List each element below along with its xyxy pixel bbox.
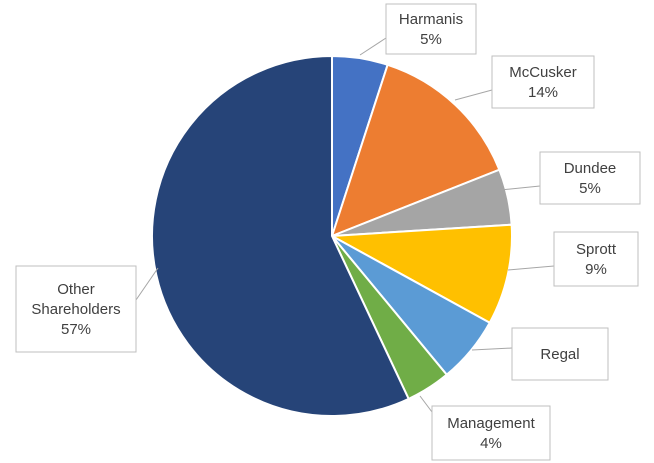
callout-box-regal bbox=[511, 327, 609, 381]
callout-harmanis: Harmanis 5% bbox=[359, 3, 477, 56]
category-label-dundee: Dundee bbox=[564, 160, 617, 177]
leader-line-regal bbox=[471, 347, 513, 351]
leader-line-sprott bbox=[507, 265, 555, 271]
pie-slice-other-shareholders bbox=[151, 54, 410, 417]
callout-box-harmanis bbox=[385, 3, 477, 55]
callout-box-dundee bbox=[539, 151, 641, 205]
leader-line-management bbox=[419, 395, 433, 413]
category-label-other-shareholders: Shareholders bbox=[31, 301, 120, 318]
leader-line-mccusker bbox=[454, 89, 493, 101]
pie-slices bbox=[151, 54, 513, 417]
pie-slice-sprott bbox=[328, 223, 513, 325]
callout-management: Management 4% bbox=[419, 395, 551, 461]
callout-mccusker: McCusker 14% bbox=[454, 55, 595, 109]
category-label-management: Management bbox=[447, 415, 535, 432]
callout-box-mccusker bbox=[491, 55, 595, 109]
value-label-sprott: 9% bbox=[585, 261, 607, 278]
data-callouts: Harmanis 5% McCusker 14% Dundee 5% Sprott 9% Reg… bbox=[15, 3, 641, 461]
callout-regal: Regal bbox=[471, 327, 609, 381]
callout-dundee: Dundee 5% bbox=[499, 151, 641, 205]
leader-line-other-shareholders bbox=[135, 267, 159, 301]
leader-line-harmanis bbox=[359, 37, 387, 56]
leader-line-dundee bbox=[499, 185, 541, 191]
callout-sprott: Sprott 9% bbox=[507, 231, 639, 287]
category-label-sprott: Sprott bbox=[576, 241, 617, 258]
value-label-harmanis: 5% bbox=[420, 31, 442, 48]
callout-other-shareholders: Other Shareholders 57% bbox=[15, 265, 159, 353]
category-label-harmanis: Harmanis bbox=[399, 11, 463, 28]
value-label-management: 4% bbox=[480, 435, 502, 452]
category-label-other-shareholders: Other bbox=[57, 281, 95, 298]
value-label-dundee: 5% bbox=[579, 180, 601, 197]
callout-box-management bbox=[431, 405, 551, 461]
value-label-mccusker: 14% bbox=[528, 84, 558, 101]
callout-box-other-shareholders bbox=[15, 265, 137, 353]
pie-slice-mccusker bbox=[330, 63, 501, 238]
category-label-regal: Regal bbox=[540, 346, 579, 363]
value-label-other-shareholders: 57% bbox=[61, 321, 91, 338]
category-label-mccusker: McCusker bbox=[509, 64, 577, 81]
callout-box-sprott bbox=[553, 231, 639, 287]
